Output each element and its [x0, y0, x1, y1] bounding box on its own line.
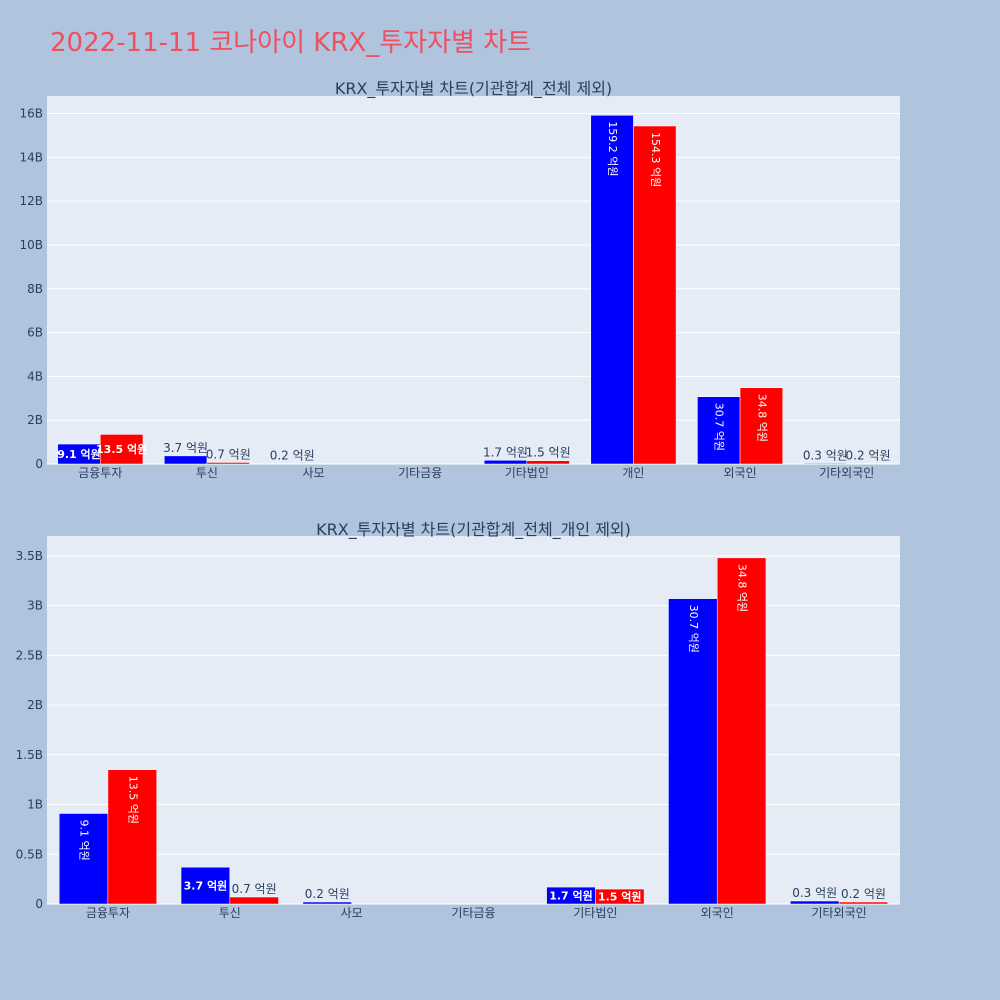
x-tick-label: 투신	[196, 466, 218, 480]
y-tick-label: 8B	[27, 282, 43, 296]
bar-value-label: 0.3 억원	[792, 886, 837, 900]
page-title: 2022-11-11 코나아이 KRX_투자자별 차트	[50, 28, 532, 58]
y-tick-label: 2B	[27, 698, 43, 712]
plot-area	[47, 536, 900, 904]
bar-value-label: 30.7 억원	[713, 403, 726, 451]
bar-value-label: 34.8 억원	[736, 564, 749, 612]
x-tick-label: 금융투자	[86, 906, 130, 920]
x-tick-label: 사모	[303, 466, 325, 480]
chart-institutional-excluded: 0 2B 4B 6B 8B 10B 12B 14B 16B KRX_투자자별 차트(기관합계_전체…	[19, 79, 900, 480]
chart-title: KRX_투자자별 차트(기관합계_전체 제외)	[335, 79, 612, 99]
x-tick-label: 기타법인	[505, 466, 549, 480]
bar-value-label: 13.5 억원	[96, 442, 147, 456]
y-tick-label: 12B	[19, 194, 43, 208]
bar-value-label: 3.7 억원	[163, 441, 208, 455]
bar	[164, 455, 208, 465]
bar-value-label: 154.3 억원	[649, 132, 662, 187]
bar	[229, 896, 279, 905]
y-tick-label: 6B	[27, 326, 43, 340]
y-tick-label: 10B	[19, 238, 43, 252]
x-tick-label: 기타외국인	[819, 466, 874, 480]
bar-value-label: 0.7 억원	[206, 447, 251, 461]
x-tick-label: 기타법인	[573, 906, 617, 920]
bar-value-label: 1.7 억원	[549, 889, 593, 903]
bar-value-label: 9.1 억원	[78, 819, 91, 860]
x-tick-label: 기타금융	[451, 906, 495, 920]
bar	[590, 115, 634, 465]
bar	[180, 866, 231, 905]
bar	[107, 769, 157, 905]
bar	[302, 901, 352, 905]
bar-value-label: 34.8 억원	[755, 394, 768, 442]
bar-value-label: 0.3 억원	[803, 448, 848, 462]
bar	[633, 125, 677, 465]
y-tick-label: 3B	[27, 599, 43, 613]
bar-value-label: 30.7 억원	[687, 605, 700, 653]
y-tick-label: 1B	[27, 798, 43, 812]
bar-value-label: 3.7 억원	[184, 879, 228, 893]
x-tick-label: 투신	[219, 906, 241, 920]
y-tick-label: 4B	[27, 369, 43, 383]
y-tick-label: 0	[35, 457, 43, 471]
bar-value-label: 159.2 억원	[606, 121, 619, 176]
bar-value-label: 1.7 억원	[483, 445, 528, 459]
y-tick-label: 16B	[19, 107, 43, 121]
bar	[716, 557, 767, 905]
bar	[483, 460, 528, 465]
bar-value-label: 1.5 억원	[526, 446, 571, 460]
bar-value-label: 9.1 억원	[57, 447, 101, 461]
bar	[58, 813, 109, 905]
bar	[739, 387, 783, 465]
bar-value-label: 13.5 억원	[126, 776, 139, 824]
y-tick-label: 3.5B	[16, 549, 43, 563]
bar	[595, 888, 645, 905]
bar-value-label: 0.7 억원	[232, 882, 277, 896]
x-tick-label: 사모	[341, 906, 363, 920]
y-tick-label: 1.5B	[16, 748, 43, 762]
x-tick-label: 기타금융	[398, 466, 442, 480]
chart-individual-excluded: 0 0.5B 1B 1.5B 2B 2.5B 3B 3.5B KRX_투자자별 차트(기관합계_…	[16, 520, 900, 920]
x-tick-label: 개인	[622, 466, 644, 480]
bar	[526, 460, 570, 465]
bar-value-label: 1.5 억원	[598, 890, 642, 904]
bar-value-label: 0.2 억원	[305, 887, 350, 901]
bar	[803, 463, 847, 465]
x-tick-label: 기타외국인	[811, 906, 866, 920]
y-tick-label: 0	[35, 897, 43, 911]
bar-value-label: 0.2 억원	[841, 887, 886, 901]
bar	[838, 901, 889, 905]
x-tick-label: 외국인	[724, 466, 757, 480]
y-tick-label: 14B	[19, 150, 43, 164]
bar	[697, 396, 741, 465]
bar-value-label: 0.2 억원	[846, 449, 891, 463]
bar-value-label: 0.2 억원	[270, 449, 315, 463]
y-tick-label: 2.5B	[16, 648, 43, 662]
chart-title: KRX_투자자별 차트(기관합계_전체_개인 제외)	[316, 520, 631, 540]
x-tick-label: 금융투자	[78, 466, 122, 480]
y-tick-label: 0.5B	[16, 847, 43, 861]
bar	[790, 900, 840, 905]
y-tick-label: 2B	[27, 413, 43, 427]
x-tick-label: 외국인	[701, 906, 734, 920]
bar	[206, 462, 250, 465]
bar	[100, 434, 144, 465]
